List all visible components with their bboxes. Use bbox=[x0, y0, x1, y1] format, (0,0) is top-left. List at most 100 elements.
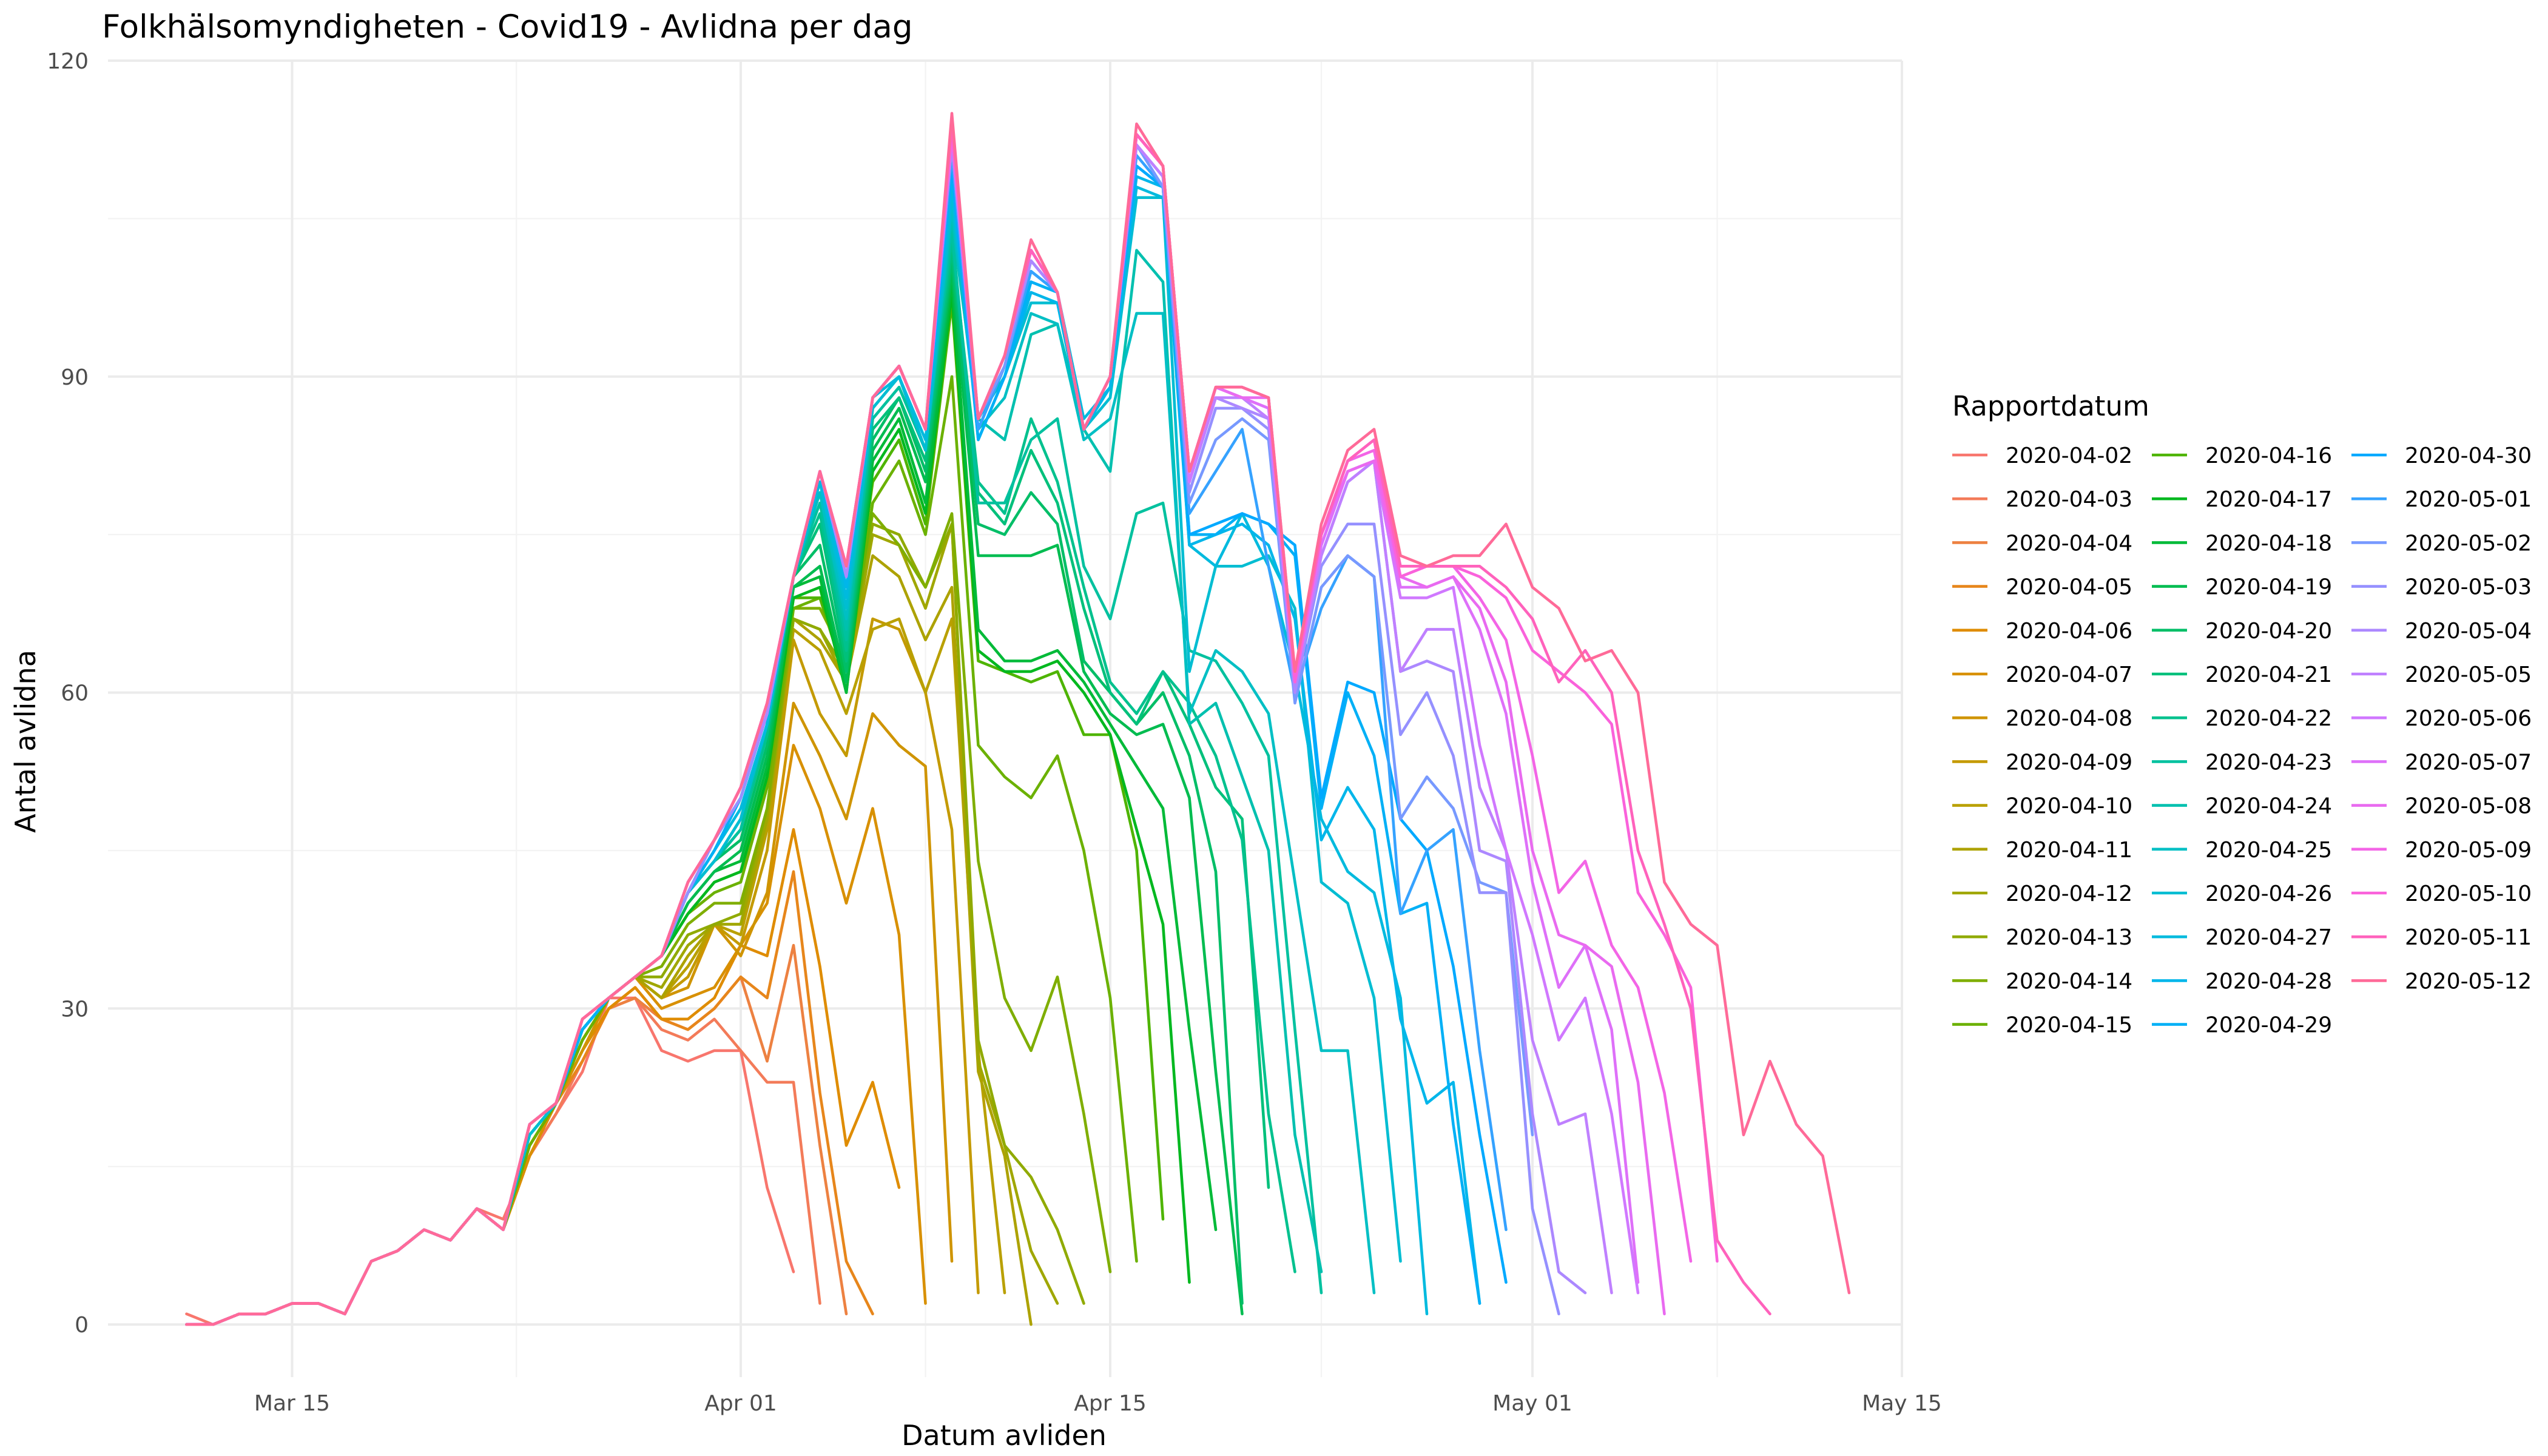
series-line-2020-04-11 bbox=[185, 554, 1033, 1326]
y-tick-label: 60 bbox=[61, 681, 89, 706]
legend-label: 2020-04-26 bbox=[2205, 881, 2332, 906]
legend-label: 2020-04-13 bbox=[2006, 925, 2132, 950]
legend-label: 2020-05-02 bbox=[2405, 531, 2532, 556]
series-line-2020-05-02 bbox=[185, 143, 1534, 1326]
series-line-2020-05-04 bbox=[185, 143, 1587, 1326]
legend-item: 2020-05-09 bbox=[2351, 838, 2532, 863]
y-tick-label: 30 bbox=[61, 997, 89, 1022]
legend-label: 2020-04-06 bbox=[2006, 619, 2132, 644]
legend-item: 2020-05-01 bbox=[2351, 487, 2532, 512]
series-line-2020-04-23 bbox=[185, 228, 1323, 1326]
legend-label: 2020-04-20 bbox=[2205, 619, 2332, 644]
legend-item: 2020-04-20 bbox=[2152, 619, 2332, 644]
legend-item: 2020-04-08 bbox=[1952, 706, 2132, 731]
series-line-2020-05-12 bbox=[185, 112, 1851, 1326]
legend-label: 2020-04-11 bbox=[2006, 838, 2132, 863]
chart-series-lines bbox=[185, 112, 1851, 1326]
legend-label: 2020-05-03 bbox=[2405, 575, 2532, 600]
series-line-2020-05-05 bbox=[185, 133, 1613, 1326]
series-line-2020-04-20 bbox=[185, 259, 1244, 1326]
series-line-2020-05-03 bbox=[185, 143, 1560, 1326]
y-tick-label: 0 bbox=[75, 1313, 89, 1338]
y-tick-label: 90 bbox=[61, 365, 89, 390]
series-line-2020-04-09 bbox=[185, 617, 980, 1326]
y-tick-label: 120 bbox=[47, 49, 89, 74]
legend-label: 2020-04-12 bbox=[2006, 881, 2132, 906]
legend-item: 2020-04-07 bbox=[1952, 662, 2132, 687]
legend-label: 2020-04-16 bbox=[2205, 443, 2332, 468]
x-tick-label: Apr 01 bbox=[704, 1391, 777, 1416]
legend-item: 2020-04-27 bbox=[2152, 925, 2332, 950]
legend-label: 2020-05-05 bbox=[2405, 662, 2532, 687]
legend-label: 2020-04-21 bbox=[2205, 662, 2332, 687]
legend-label: 2020-04-18 bbox=[2205, 531, 2332, 556]
legend-item: 2020-04-14 bbox=[1952, 969, 2132, 994]
x-tick-label: May 01 bbox=[1492, 1391, 1572, 1416]
legend-label: 2020-04-25 bbox=[2205, 838, 2332, 863]
legend-item: 2020-04-12 bbox=[1952, 881, 2132, 906]
legend-label: 2020-05-09 bbox=[2405, 838, 2532, 863]
legend-item: 2020-04-22 bbox=[2152, 706, 2332, 731]
legend-item: 2020-04-26 bbox=[2152, 881, 2332, 906]
y-axis-ticks: 0 30 60 90 120 bbox=[47, 49, 89, 1338]
legend-item: 2020-04-13 bbox=[1952, 925, 2132, 950]
legend-item: 2020-04-16 bbox=[2152, 443, 2332, 468]
legend-item: 2020-04-23 bbox=[2152, 750, 2332, 775]
series-line-2020-04-17 bbox=[185, 291, 1191, 1326]
x-tick-label: Mar 15 bbox=[254, 1391, 330, 1416]
legend-item: 2020-05-03 bbox=[2351, 575, 2532, 600]
legend-item: 2020-04-09 bbox=[1952, 750, 2132, 775]
legend-label: 2020-04-27 bbox=[2205, 925, 2332, 950]
legend-label: 2020-05-04 bbox=[2405, 619, 2532, 644]
series-line-2020-04-08 bbox=[185, 701, 954, 1326]
legend-item: 2020-04-25 bbox=[2152, 838, 2332, 863]
legend-item: 2020-04-02 bbox=[1952, 443, 2132, 468]
legend-item: 2020-04-03 bbox=[1952, 487, 2132, 512]
legend-item: 2020-04-21 bbox=[2152, 662, 2332, 687]
series-line-2020-05-07 bbox=[185, 133, 1640, 1326]
series-line-2020-04-07 bbox=[185, 744, 927, 1326]
legend-label: 2020-05-07 bbox=[2405, 750, 2532, 775]
series-line-2020-04-28 bbox=[185, 175, 1481, 1326]
legend-item: 2020-04-18 bbox=[2152, 531, 2332, 556]
series-line-2020-04-27 bbox=[185, 185, 1429, 1326]
series-line-2020-05-06 bbox=[185, 133, 1640, 1326]
legend-label: 2020-04-10 bbox=[2006, 794, 2132, 819]
legend-item: 2020-05-06 bbox=[2351, 706, 2532, 731]
legend-label: 2020-04-09 bbox=[2006, 750, 2132, 775]
series-line-2020-04-16 bbox=[185, 301, 1165, 1326]
legend-item: 2020-04-24 bbox=[2152, 794, 2332, 819]
legend-label: 2020-04-22 bbox=[2205, 706, 2332, 731]
legend-item: 2020-04-19 bbox=[2152, 575, 2332, 600]
legend-item: 2020-04-29 bbox=[2152, 1013, 2332, 1038]
legend-item: 2020-05-04 bbox=[2351, 619, 2532, 644]
legend-item: 2020-05-10 bbox=[2351, 881, 2532, 906]
x-tick-label: May 15 bbox=[1862, 1391, 1942, 1416]
legend-item: 2020-05-02 bbox=[2351, 531, 2532, 556]
legend-label: 2020-04-19 bbox=[2205, 575, 2332, 600]
legend-label: 2020-05-12 bbox=[2405, 969, 2532, 994]
legend-label: 2020-04-07 bbox=[2006, 662, 2132, 687]
chart-title: Folkhälsomyndigheten - Covid19 - Avlidna… bbox=[102, 8, 912, 46]
legend-item: 2020-04-11 bbox=[1952, 838, 2132, 863]
legend-item: 2020-04-28 bbox=[2152, 969, 2332, 994]
legend-item: 2020-04-05 bbox=[1952, 575, 2132, 600]
series-line-2020-04-12 bbox=[185, 522, 1059, 1326]
legend-label: 2020-04-29 bbox=[2205, 1013, 2332, 1038]
legend-item: 2020-04-04 bbox=[1952, 531, 2132, 556]
legend-label: 2020-04-05 bbox=[2006, 575, 2132, 600]
legend-item: 2020-04-17 bbox=[2152, 487, 2332, 512]
legend-label: 2020-04-24 bbox=[2205, 794, 2332, 819]
legend-label: 2020-04-08 bbox=[2006, 706, 2132, 731]
series-line-2020-04-02 bbox=[185, 996, 795, 1326]
legend-label: 2020-04-03 bbox=[2006, 487, 2132, 512]
legend-item: 2020-05-08 bbox=[2351, 794, 2532, 819]
series-line-2020-04-03 bbox=[185, 996, 821, 1326]
legend-item: 2020-04-30 bbox=[2351, 443, 2532, 468]
legend-item: 2020-05-05 bbox=[2351, 662, 2532, 687]
legend-label: 2020-05-01 bbox=[2405, 487, 2532, 512]
legend-label: 2020-04-04 bbox=[2006, 531, 2132, 556]
legend-item: 2020-05-12 bbox=[2351, 969, 2532, 994]
legend-label: 2020-04-23 bbox=[2205, 750, 2332, 775]
